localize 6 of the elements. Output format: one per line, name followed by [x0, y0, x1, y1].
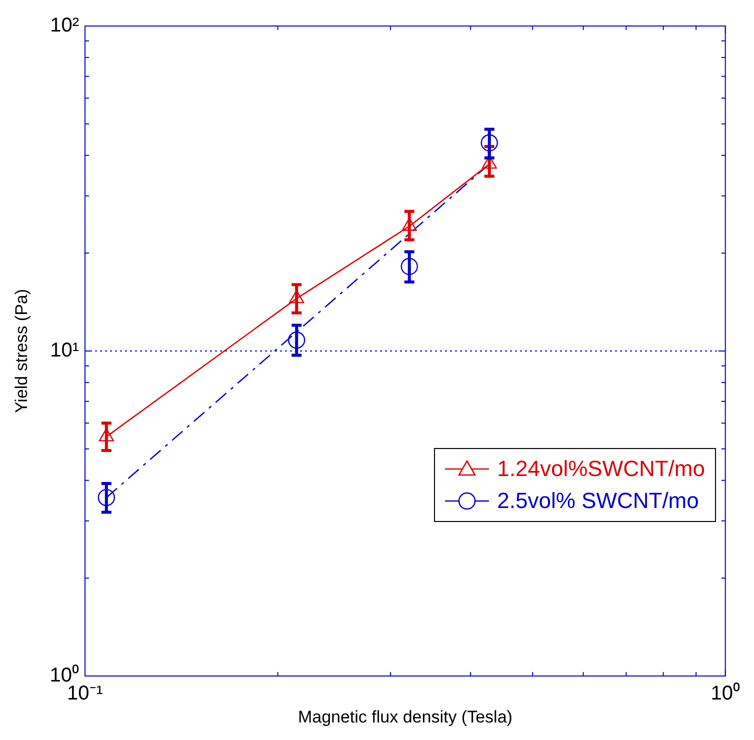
legend-label: 2.5vol% SWCNT/mo	[497, 488, 699, 514]
y-tick-label: 10²	[50, 14, 80, 37]
y-tick-label: 10¹	[50, 340, 80, 362]
legend-label: 1.24vol%SWCNT/mo	[497, 456, 705, 482]
x-axis-title: Magnetic flux density (Tesla)	[298, 707, 512, 726]
y-axis-title: Yield stress (Pa)	[12, 288, 31, 414]
